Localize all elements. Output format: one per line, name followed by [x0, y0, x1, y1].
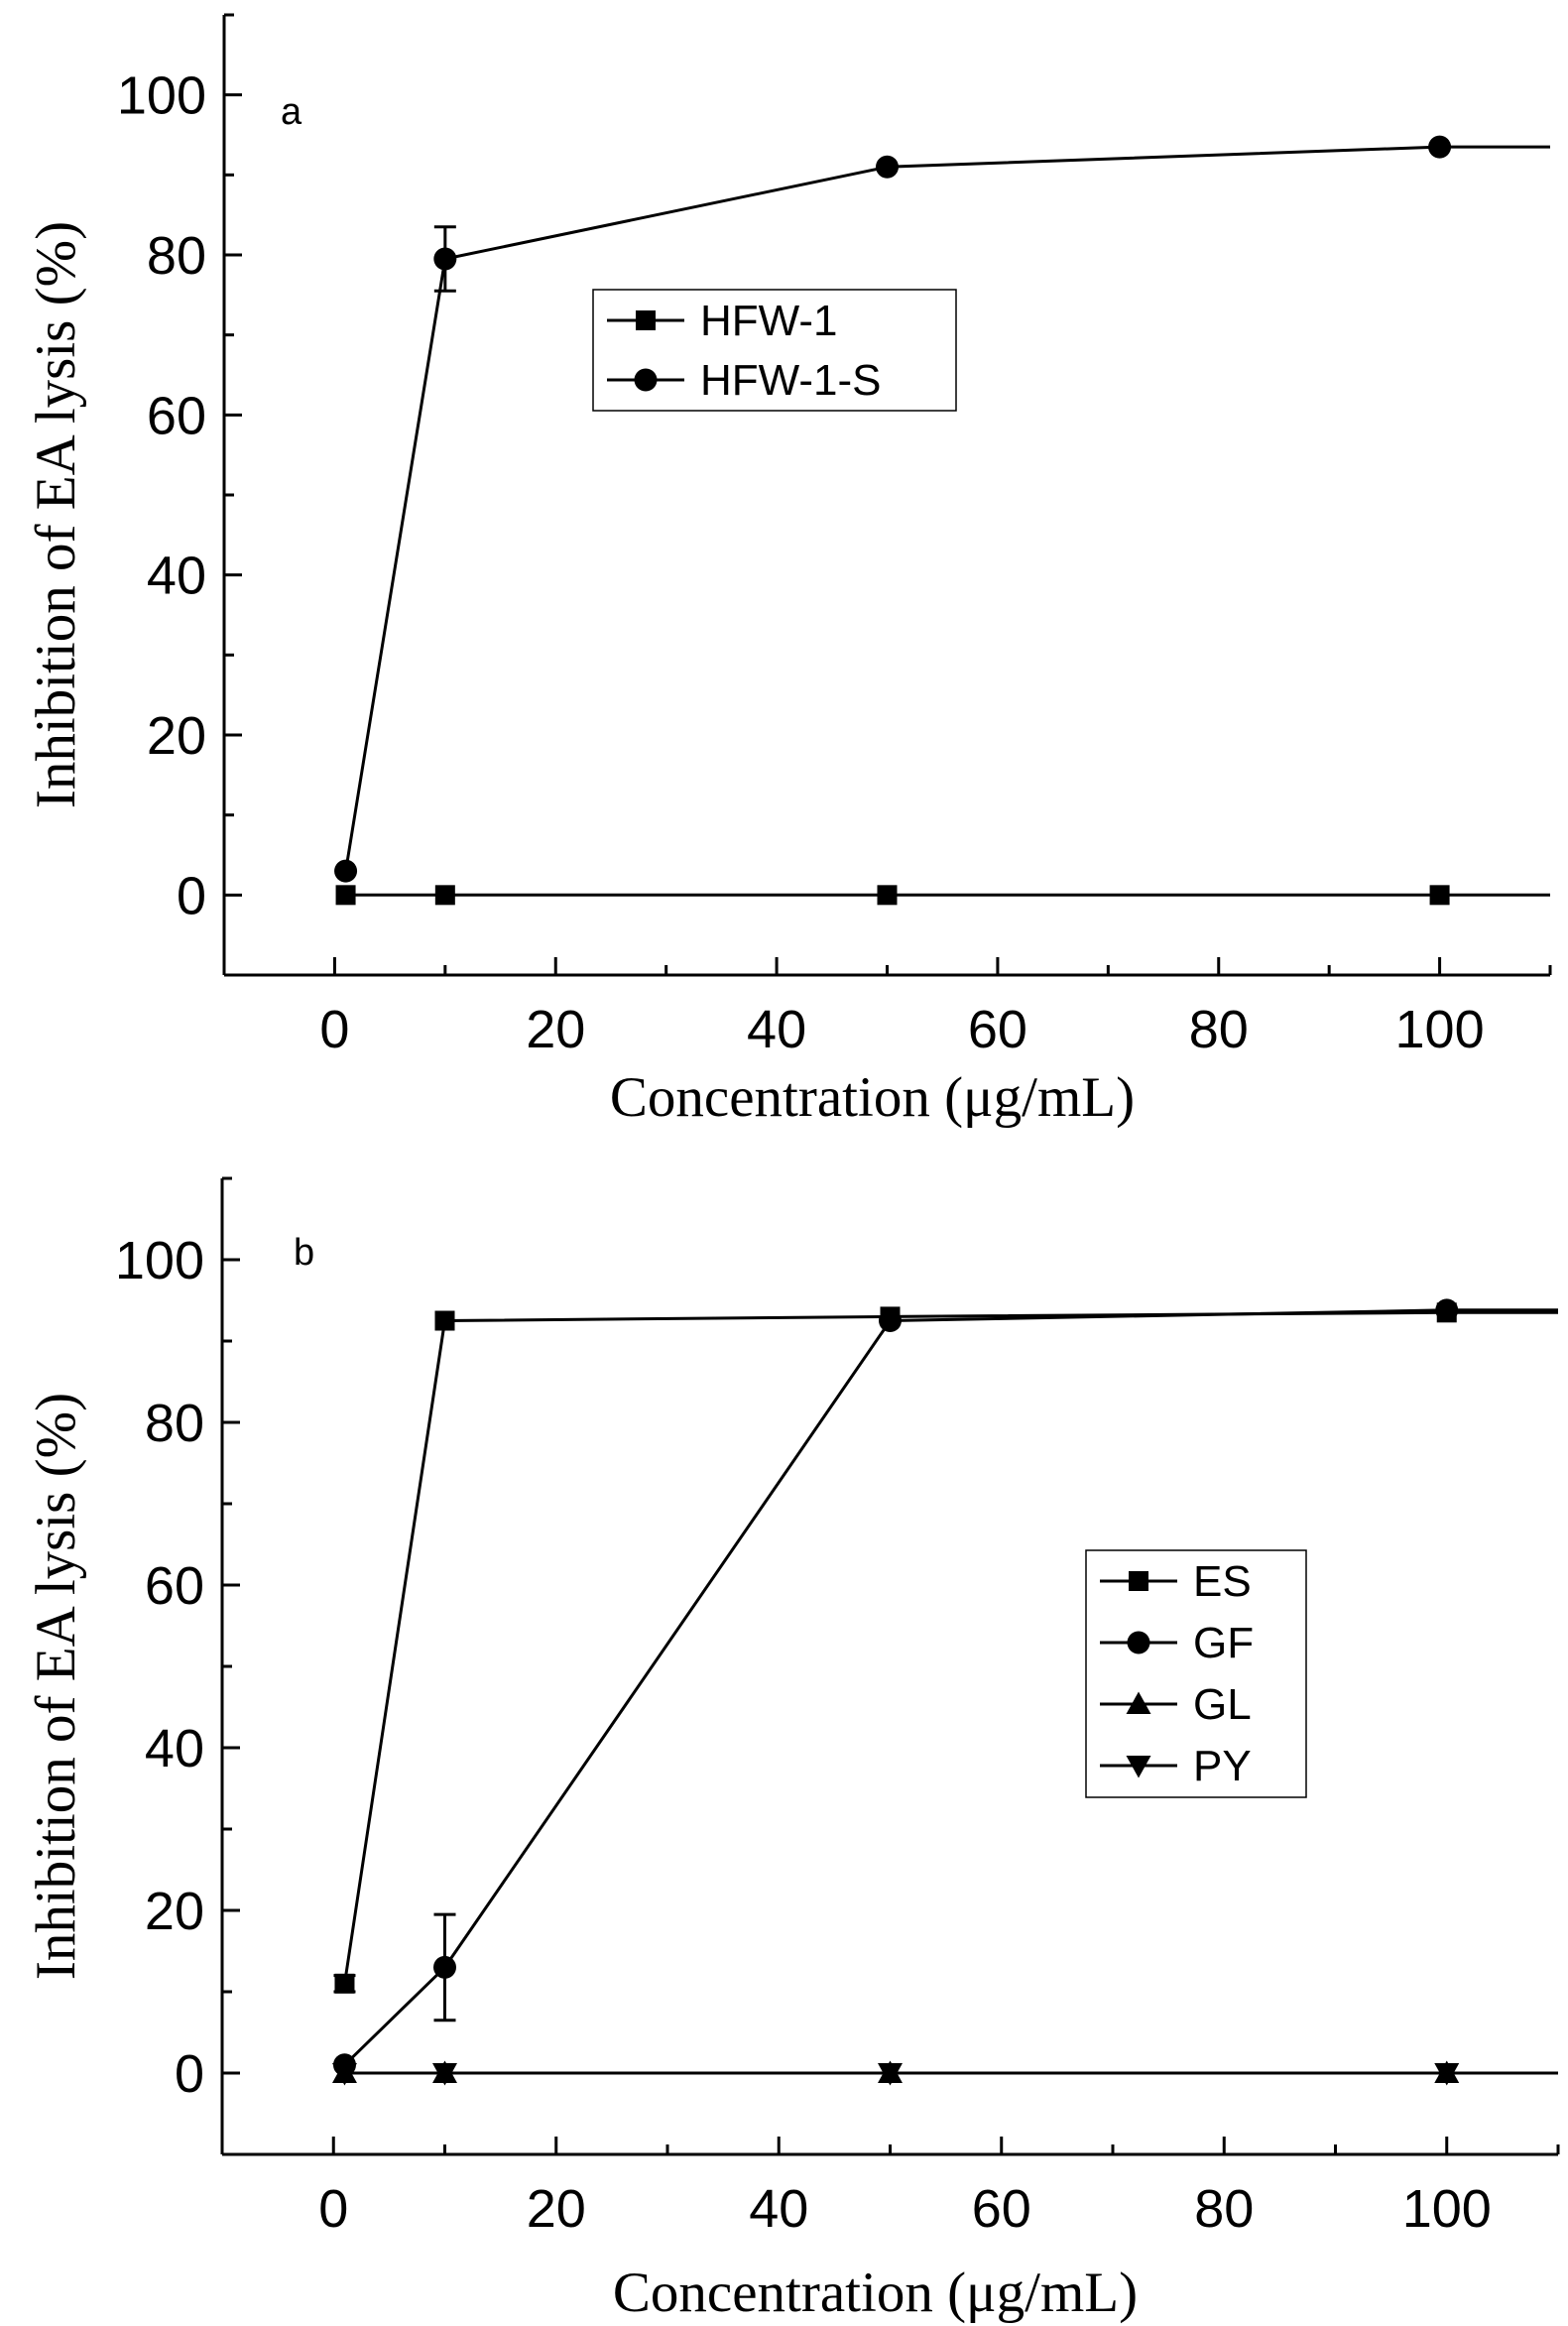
y-tick-label: 40 — [147, 547, 206, 606]
data-point — [434, 1310, 455, 1331]
data-point — [877, 885, 898, 906]
data-point — [1429, 885, 1450, 906]
y-tick-label: 60 — [145, 1556, 204, 1616]
x-tick-label: 20 — [526, 1000, 585, 1059]
x-tick-label: 40 — [749, 2179, 808, 2239]
panel-label: a — [281, 91, 302, 133]
data-point — [335, 885, 356, 906]
series-GF — [332, 1298, 1558, 2077]
y-tick-label: 80 — [145, 1394, 204, 1453]
y-tick-label: 100 — [115, 1231, 204, 1290]
legend: ES GF GL PY — [1085, 1549, 1307, 1798]
x-tick-label: 100 — [1402, 2179, 1492, 2239]
legend-label: GL — [1193, 1680, 1252, 1729]
data-point — [1428, 135, 1452, 159]
data-point — [331, 2063, 357, 2086]
legend-box — [1085, 1549, 1307, 1798]
legend: HFW-1 HFW-1-S — [592, 289, 957, 412]
data-point — [876, 155, 899, 179]
legend-marker — [1127, 1631, 1150, 1654]
x-tick-label: 20 — [527, 2179, 586, 2239]
data-point — [334, 859, 358, 883]
y-tick-label: 20 — [147, 706, 206, 766]
y-tick-label: 0 — [177, 866, 206, 925]
x-tick-label: 100 — [1395, 1000, 1485, 1059]
legend-marker — [636, 310, 656, 330]
x-tick-label: 40 — [747, 1000, 806, 1059]
y-tick-label: 20 — [145, 1882, 204, 1941]
legend-marker — [1129, 1571, 1148, 1591]
x-axis-title: Concentration (μg/mL) — [610, 1066, 1135, 1129]
y-tick-label: 0 — [175, 2044, 204, 2104]
y-tick-label: 80 — [147, 226, 206, 286]
legend-marker — [1126, 1756, 1151, 1778]
x-tick-label: 60 — [972, 2179, 1031, 2239]
y-tick-label: 60 — [147, 386, 206, 445]
legend-label: ES — [1193, 1557, 1252, 1606]
data-point — [1434, 2063, 1460, 2086]
legend-marker — [634, 368, 658, 392]
x-tick-label: 80 — [1189, 1000, 1249, 1059]
legend-label: HFW-1 — [700, 297, 838, 345]
data-point — [878, 2063, 903, 2086]
legend-label: GF — [1193, 1619, 1254, 1667]
x-tick-label: 80 — [1194, 2179, 1254, 2239]
data-point — [879, 1309, 902, 1332]
series-HFW-1 — [335, 885, 1550, 906]
legend-marker — [1126, 1691, 1151, 1714]
y-axis-title: Inhibition of EA lysis (%) — [25, 1393, 87, 1980]
data-point — [334, 1973, 355, 1994]
x-tick-label: 60 — [968, 1000, 1027, 1059]
series-HFW-1-S — [334, 135, 1550, 883]
panel-label: b — [294, 1232, 314, 1274]
series-PY — [331, 2063, 1558, 2086]
chart-panel-b: 0 20 40 60 80 100 0 20 40 60 80 100 Concentration (μ… — [25, 1176, 1560, 2324]
y-axis-title: Inhibition of EA lysis (%) — [25, 221, 87, 808]
legend-label: PY — [1193, 1742, 1252, 1790]
legend-box — [592, 289, 957, 412]
legend-label: HFW-1-S — [700, 356, 882, 405]
data-point — [433, 247, 457, 271]
x-tick-label: 0 — [319, 1000, 349, 1059]
data-point — [432, 2063, 457, 2086]
x-axis-title: Concentration (μg/mL) — [613, 2262, 1138, 2324]
data-point — [433, 1955, 456, 1979]
data-point — [1435, 1298, 1459, 1322]
chart-panel-a: 0 20 40 60 80 100 0 20 40 60 80 100 Concentration (μ… — [25, 13, 1552, 1129]
data-point — [434, 885, 455, 906]
x-tick-label: 0 — [318, 2179, 348, 2239]
y-tick-label: 40 — [145, 1719, 204, 1778]
y-tick-label: 100 — [117, 66, 206, 126]
